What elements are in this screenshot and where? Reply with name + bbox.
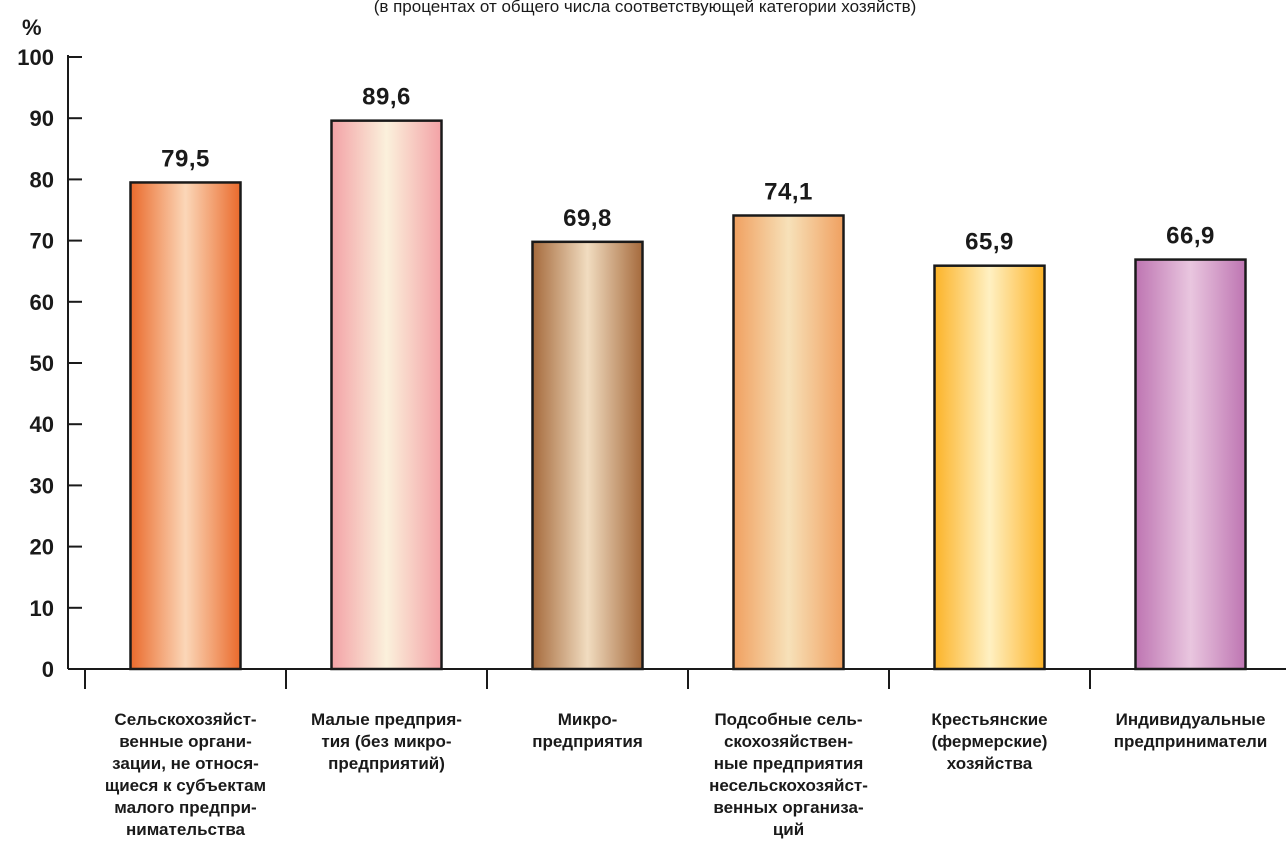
bar-value-label: 66,9 [1166, 223, 1215, 250]
bar [1134, 258, 1247, 671]
chart-subtitle: (в процентах от общего числа соответству… [374, 0, 917, 16]
bar [531, 240, 644, 671]
x-tick-label: Крестьянские (фермерские) хозяйства [931, 710, 1048, 773]
y-tick-label: 100 [17, 45, 54, 70]
x-tick-label: Подсобные сель- скохозяйствен- ные предп… [709, 710, 868, 839]
x-tick-label: Сельскохозяйст- венные органи- зации, не… [104, 710, 267, 839]
bar [129, 181, 242, 671]
y-tick-label: 80 [30, 167, 54, 192]
bar-value-label: 65,9 [965, 229, 1014, 256]
y-axis: 0 10 20 30 40 50 60 70 80 90 100 [17, 45, 82, 682]
y-tick-label: 50 [30, 351, 54, 376]
y-tick-label: 70 [30, 229, 54, 254]
y-tick-label: 30 [30, 473, 54, 498]
bar [330, 119, 443, 671]
bar [732, 214, 845, 671]
bar-value-label: 69,8 [563, 205, 612, 232]
x-axis [68, 668, 1286, 689]
bar-value-label: 89,6 [362, 84, 411, 111]
x-tick-label: Индивидуальные предприниматели [1113, 710, 1268, 751]
bar [933, 264, 1046, 671]
bar-value-label: 74,1 [764, 179, 813, 206]
x-tick-label: Малые предприя- тия (без микро- предприя… [311, 710, 462, 773]
y-tick-label: 40 [30, 412, 54, 437]
y-tick-label: 60 [30, 290, 54, 315]
y-tick-label: 90 [30, 106, 54, 131]
y-tick-label: 10 [30, 596, 54, 621]
value-labels: 79,5 89,6 69,8 74,1 65,9 66,9 [161, 84, 1215, 256]
y-axis-unit-label: % [22, 15, 42, 40]
bars [129, 119, 1247, 671]
bar-value-label: 79,5 [161, 145, 210, 172]
y-tick-label: 0 [42, 657, 54, 682]
x-tick-label: Микро- предприятия [532, 710, 643, 751]
y-tick-label: 20 [30, 535, 54, 560]
